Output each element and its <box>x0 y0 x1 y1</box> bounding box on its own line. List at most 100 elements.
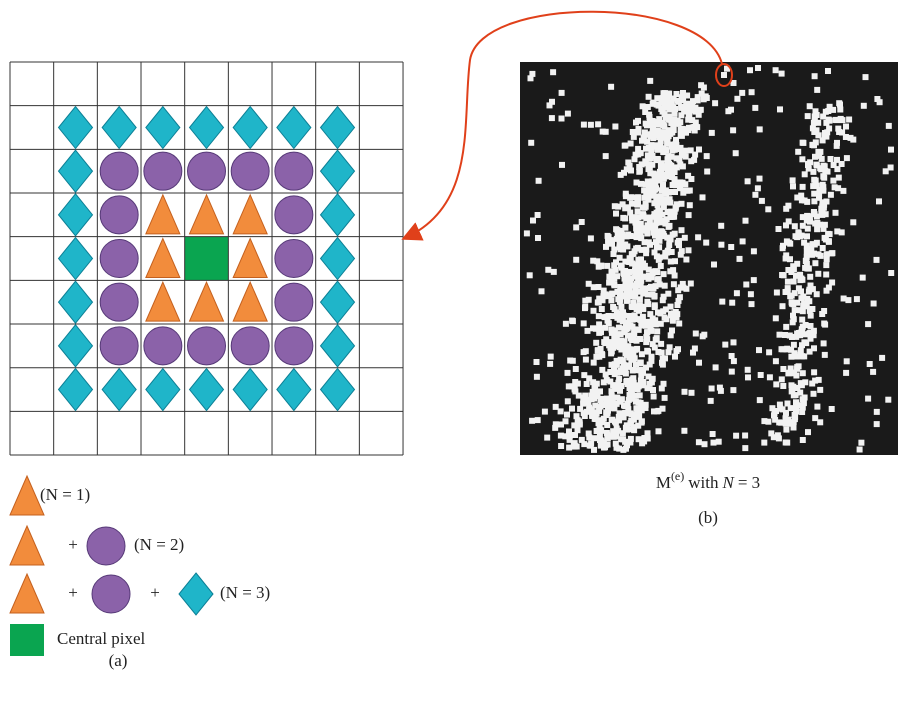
pixel <box>719 299 725 305</box>
pixel <box>637 317 643 323</box>
pixel <box>527 272 533 278</box>
pixel <box>777 332 783 338</box>
pixel <box>635 130 641 136</box>
pixel <box>807 103 813 109</box>
pixel <box>885 397 891 403</box>
pixel <box>839 130 845 136</box>
pixel <box>577 420 583 426</box>
pixel <box>651 225 657 231</box>
pixel <box>563 321 569 327</box>
pixel <box>598 397 604 403</box>
pixel <box>654 408 660 414</box>
pixel <box>594 258 600 264</box>
pixel <box>625 364 631 370</box>
pixel <box>799 317 805 323</box>
pixel <box>813 178 819 184</box>
pixel <box>534 359 540 365</box>
pixel <box>654 335 660 341</box>
pixel <box>739 90 745 96</box>
figure: (N = 1)+(N = 2)++(N = 3)Central pixel (a… <box>0 0 900 701</box>
pixel <box>838 117 844 123</box>
pixel <box>787 256 793 262</box>
pixel <box>800 140 806 146</box>
pixel <box>649 354 655 360</box>
pixel <box>681 428 687 434</box>
triangle <box>233 195 267 234</box>
pixel <box>643 189 649 195</box>
triangle <box>146 239 180 278</box>
pixel <box>693 109 699 115</box>
pixel <box>651 187 657 193</box>
pixel <box>803 340 809 346</box>
pixel <box>638 281 644 287</box>
diamond <box>321 150 355 192</box>
pixel <box>649 178 655 184</box>
pixel <box>581 441 587 447</box>
pixel <box>618 357 624 363</box>
pixel <box>676 99 682 105</box>
pixel <box>669 328 675 334</box>
pixel <box>844 155 850 161</box>
pixel <box>783 324 789 330</box>
pixel <box>659 219 665 225</box>
pixel <box>733 433 739 439</box>
diamond <box>59 107 93 149</box>
pixel <box>805 429 811 435</box>
pixel <box>822 132 828 138</box>
pixel <box>595 121 601 127</box>
pixel <box>573 257 579 263</box>
pixel <box>792 350 798 356</box>
pixel <box>756 347 762 353</box>
pixel <box>563 418 569 424</box>
pixel <box>874 257 880 263</box>
legend-square <box>10 624 44 656</box>
pixel <box>609 268 615 274</box>
pixel <box>630 367 636 373</box>
pixel <box>751 248 757 254</box>
pixel <box>773 358 779 364</box>
pixel <box>825 68 831 74</box>
pixel <box>800 223 806 229</box>
pixel <box>631 385 637 391</box>
pixel <box>614 395 620 401</box>
pixel <box>773 67 779 73</box>
pixel <box>757 397 763 403</box>
pixel <box>783 427 789 433</box>
pixel <box>620 318 626 324</box>
pixel <box>669 249 675 255</box>
pixel <box>804 199 810 205</box>
pixel <box>688 158 694 164</box>
pixel <box>692 346 698 352</box>
pixel <box>654 328 660 334</box>
pixel <box>860 275 866 281</box>
pixel <box>788 269 794 275</box>
pixel <box>644 336 650 342</box>
pixel <box>836 100 842 106</box>
pixel <box>721 72 727 78</box>
pixel <box>854 296 860 302</box>
pixel <box>670 182 676 188</box>
pixel <box>618 347 624 353</box>
pixel <box>716 439 722 445</box>
pixel <box>591 360 597 366</box>
pixel <box>661 381 667 387</box>
pixel <box>625 406 631 412</box>
pixel <box>588 122 594 128</box>
pixel <box>800 324 806 330</box>
pixel <box>821 340 827 346</box>
pixel <box>698 82 704 88</box>
pixel <box>628 436 634 442</box>
pixel <box>550 69 556 75</box>
pixel <box>865 396 871 402</box>
pixel <box>886 123 892 129</box>
pixel <box>841 296 847 302</box>
pixel <box>823 272 829 278</box>
pixel <box>650 387 656 393</box>
pixel <box>871 301 877 307</box>
pixel <box>599 306 605 312</box>
pixel <box>683 257 689 263</box>
pixel <box>815 271 821 277</box>
diamond <box>59 238 93 280</box>
pixel <box>839 229 845 235</box>
pixel <box>812 242 818 248</box>
